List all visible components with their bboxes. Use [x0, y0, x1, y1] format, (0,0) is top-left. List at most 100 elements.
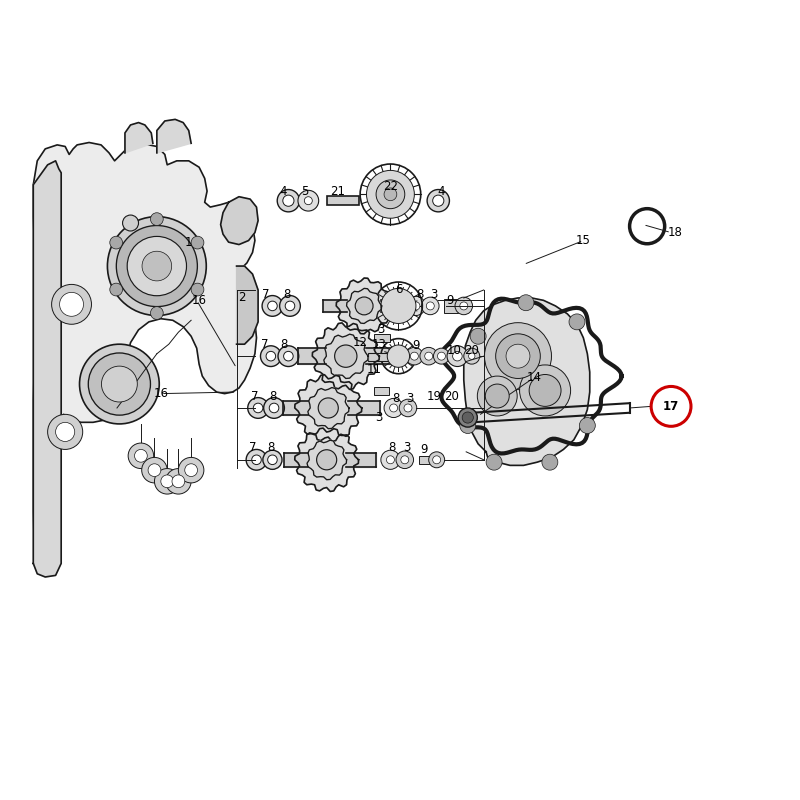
Bar	[374, 387, 389, 395]
Circle shape	[485, 322, 551, 390]
Bar	[374, 334, 390, 342]
Circle shape	[406, 347, 423, 365]
Text: 14: 14	[526, 371, 542, 384]
Circle shape	[438, 352, 446, 360]
Text: 19: 19	[426, 390, 442, 402]
Circle shape	[384, 398, 403, 418]
Text: 8: 8	[392, 392, 400, 405]
Text: 10: 10	[446, 344, 462, 357]
Circle shape	[399, 399, 417, 417]
Circle shape	[142, 458, 167, 483]
Circle shape	[48, 414, 82, 450]
Circle shape	[455, 297, 473, 314]
Circle shape	[154, 469, 180, 494]
Circle shape	[569, 314, 585, 330]
Text: 8: 8	[281, 338, 288, 350]
Circle shape	[390, 404, 398, 412]
Text: 6: 6	[394, 283, 402, 297]
Polygon shape	[157, 119, 191, 153]
Circle shape	[280, 295, 300, 316]
Circle shape	[529, 374, 561, 406]
Circle shape	[486, 384, 510, 408]
Circle shape	[460, 418, 476, 434]
Circle shape	[318, 398, 338, 418]
Text: 5: 5	[301, 185, 308, 198]
Polygon shape	[307, 440, 346, 480]
Circle shape	[79, 344, 159, 424]
Text: 8: 8	[283, 288, 290, 302]
Circle shape	[518, 294, 534, 310]
Text: 4: 4	[438, 185, 446, 198]
Text: 21: 21	[330, 185, 346, 198]
Text: 8: 8	[269, 390, 276, 402]
Polygon shape	[346, 288, 382, 323]
Circle shape	[102, 366, 138, 402]
Circle shape	[59, 292, 83, 316]
Bar	[419, 456, 434, 464]
Circle shape	[401, 456, 409, 464]
Circle shape	[283, 195, 294, 206]
Circle shape	[122, 215, 138, 231]
Circle shape	[384, 188, 397, 201]
Text: 4: 4	[280, 185, 287, 198]
Circle shape	[116, 226, 198, 306]
Circle shape	[355, 297, 373, 315]
Text: 3: 3	[377, 323, 385, 336]
Circle shape	[425, 352, 433, 360]
Circle shape	[462, 412, 474, 423]
Circle shape	[376, 180, 405, 209]
Text: 7: 7	[249, 442, 256, 454]
Circle shape	[56, 422, 74, 442]
Circle shape	[150, 306, 163, 319]
Circle shape	[433, 195, 444, 206]
Circle shape	[434, 348, 450, 364]
Circle shape	[381, 288, 416, 323]
Circle shape	[284, 351, 293, 361]
Circle shape	[469, 353, 475, 359]
Circle shape	[579, 418, 595, 434]
Text: 3: 3	[406, 392, 414, 405]
Text: 2: 2	[238, 291, 246, 305]
Circle shape	[254, 403, 263, 413]
Bar	[326, 196, 358, 206]
Polygon shape	[125, 122, 153, 153]
Circle shape	[110, 236, 122, 249]
Circle shape	[178, 458, 204, 483]
Circle shape	[381, 450, 400, 470]
Text: 16: 16	[154, 387, 168, 400]
Circle shape	[191, 283, 204, 296]
Text: 20: 20	[444, 390, 459, 402]
Circle shape	[429, 452, 445, 468]
Circle shape	[264, 398, 285, 418]
Circle shape	[396, 451, 414, 469]
Polygon shape	[324, 334, 368, 378]
Bar	[368, 353, 390, 361]
Circle shape	[268, 455, 278, 465]
Polygon shape	[221, 197, 258, 245]
Text: 3: 3	[402, 442, 410, 454]
Circle shape	[433, 456, 441, 464]
Circle shape	[252, 455, 262, 465]
Text: 7: 7	[262, 288, 270, 302]
Polygon shape	[464, 298, 590, 466]
Circle shape	[278, 346, 298, 366]
Circle shape	[150, 213, 163, 226]
Circle shape	[262, 295, 283, 316]
Circle shape	[386, 456, 394, 464]
Circle shape	[422, 297, 439, 314]
Polygon shape	[34, 161, 61, 577]
Circle shape	[263, 450, 282, 470]
Circle shape	[185, 464, 198, 477]
Circle shape	[458, 408, 478, 427]
Circle shape	[161, 475, 174, 488]
Circle shape	[191, 236, 204, 249]
Polygon shape	[294, 374, 362, 442]
Polygon shape	[294, 428, 358, 491]
Circle shape	[387, 345, 410, 367]
Circle shape	[285, 301, 294, 310]
Circle shape	[268, 301, 278, 310]
Circle shape	[519, 365, 570, 416]
Circle shape	[406, 296, 426, 315]
Text: 9: 9	[446, 294, 454, 307]
Text: 18: 18	[668, 226, 682, 239]
